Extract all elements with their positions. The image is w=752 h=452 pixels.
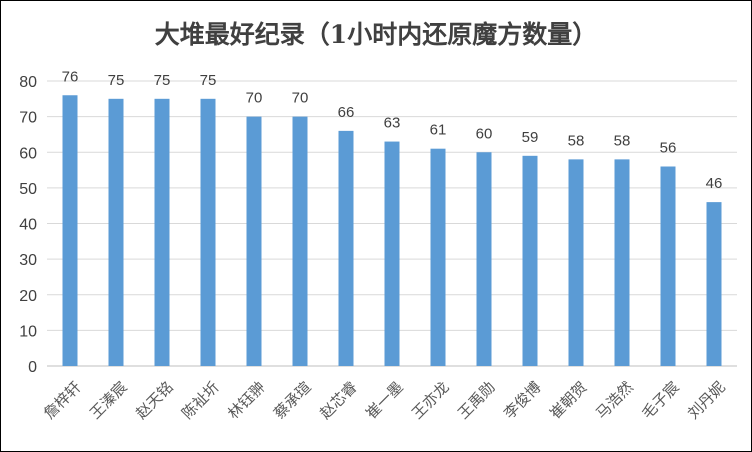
data-label: 46 xyxy=(706,175,723,192)
x-tick-label: 蔡承瑄 xyxy=(270,378,315,423)
bar xyxy=(660,166,676,366)
data-label: 75 xyxy=(108,72,125,89)
x-axis: 詹梓轩 王溱宸 赵天铭 陈祉圻 林钰翀 蔡承瑄 赵芯睿 崔一墨 王亦龙 王禹勋 李俊博 崔朝贺 马浩然毛… xyxy=(40,378,729,423)
bar xyxy=(292,116,308,366)
y-tick-label: 50 xyxy=(19,181,37,198)
x-tick-label: 林钰翀 xyxy=(224,378,269,423)
data-label: 70 xyxy=(292,90,309,107)
bars xyxy=(62,95,722,366)
data-label: 58 xyxy=(568,132,585,149)
data-label: 76 xyxy=(62,68,79,85)
bar xyxy=(384,141,400,366)
data-label: 75 xyxy=(154,72,171,89)
bar xyxy=(614,159,630,366)
x-tick-label: 毛子宸 xyxy=(638,378,683,423)
bar xyxy=(430,148,446,366)
data-label: 56 xyxy=(660,140,677,157)
data-label: 63 xyxy=(384,115,401,132)
y-tick-label: 40 xyxy=(19,217,37,234)
data-label: 59 xyxy=(522,129,539,146)
x-tick-label: 王亦龙 xyxy=(408,378,453,423)
data-label: 58 xyxy=(614,132,631,149)
x-tick-label: 刘丹妮 xyxy=(684,378,729,423)
bar xyxy=(62,95,78,366)
y-tick-label: 70 xyxy=(19,110,37,127)
data-labels: 76 75 75 75 70 70 66 63 61 60 59 58 58 56 46 xyxy=(62,68,723,192)
bar xyxy=(706,202,722,366)
x-tick-label: 詹梓轩 xyxy=(40,378,85,423)
x-tick-label: 陈祉圻 xyxy=(178,378,223,423)
bar xyxy=(522,155,538,366)
x-tick-label: 崔朝贺 xyxy=(546,378,591,423)
x-tick-label: 李俊博 xyxy=(500,378,545,423)
data-label: 66 xyxy=(338,104,355,121)
bar xyxy=(246,116,262,366)
x-tick-label: 赵天铭 xyxy=(132,378,177,423)
x-tick-label: 赵芯睿 xyxy=(316,378,361,423)
y-tick-label: 30 xyxy=(19,252,37,269)
y-tick-label: 10 xyxy=(19,323,37,340)
x-tick-label: 王溱宸 xyxy=(86,378,131,423)
y-tick-label: 20 xyxy=(19,288,37,305)
bar xyxy=(476,152,492,366)
bar xyxy=(108,98,124,366)
y-tick-label: 60 xyxy=(19,145,37,162)
data-label: 60 xyxy=(476,125,493,142)
bar xyxy=(200,98,216,366)
y-tick-label: 0 xyxy=(28,359,37,376)
x-tick-label: 马浩然 xyxy=(592,378,637,423)
y-tick-label: 80 xyxy=(19,74,37,91)
data-label: 70 xyxy=(246,90,263,107)
data-label: 75 xyxy=(200,72,217,89)
bar xyxy=(338,130,354,366)
x-tick-label: 崔一墨 xyxy=(362,378,407,423)
bar xyxy=(154,98,170,366)
x-tick-label: 王禹勋 xyxy=(454,378,499,423)
bar xyxy=(568,159,584,366)
data-label: 61 xyxy=(430,122,447,139)
chart-title: 大堆最好纪录（1小时内还原魔方数量） xyxy=(155,20,597,49)
